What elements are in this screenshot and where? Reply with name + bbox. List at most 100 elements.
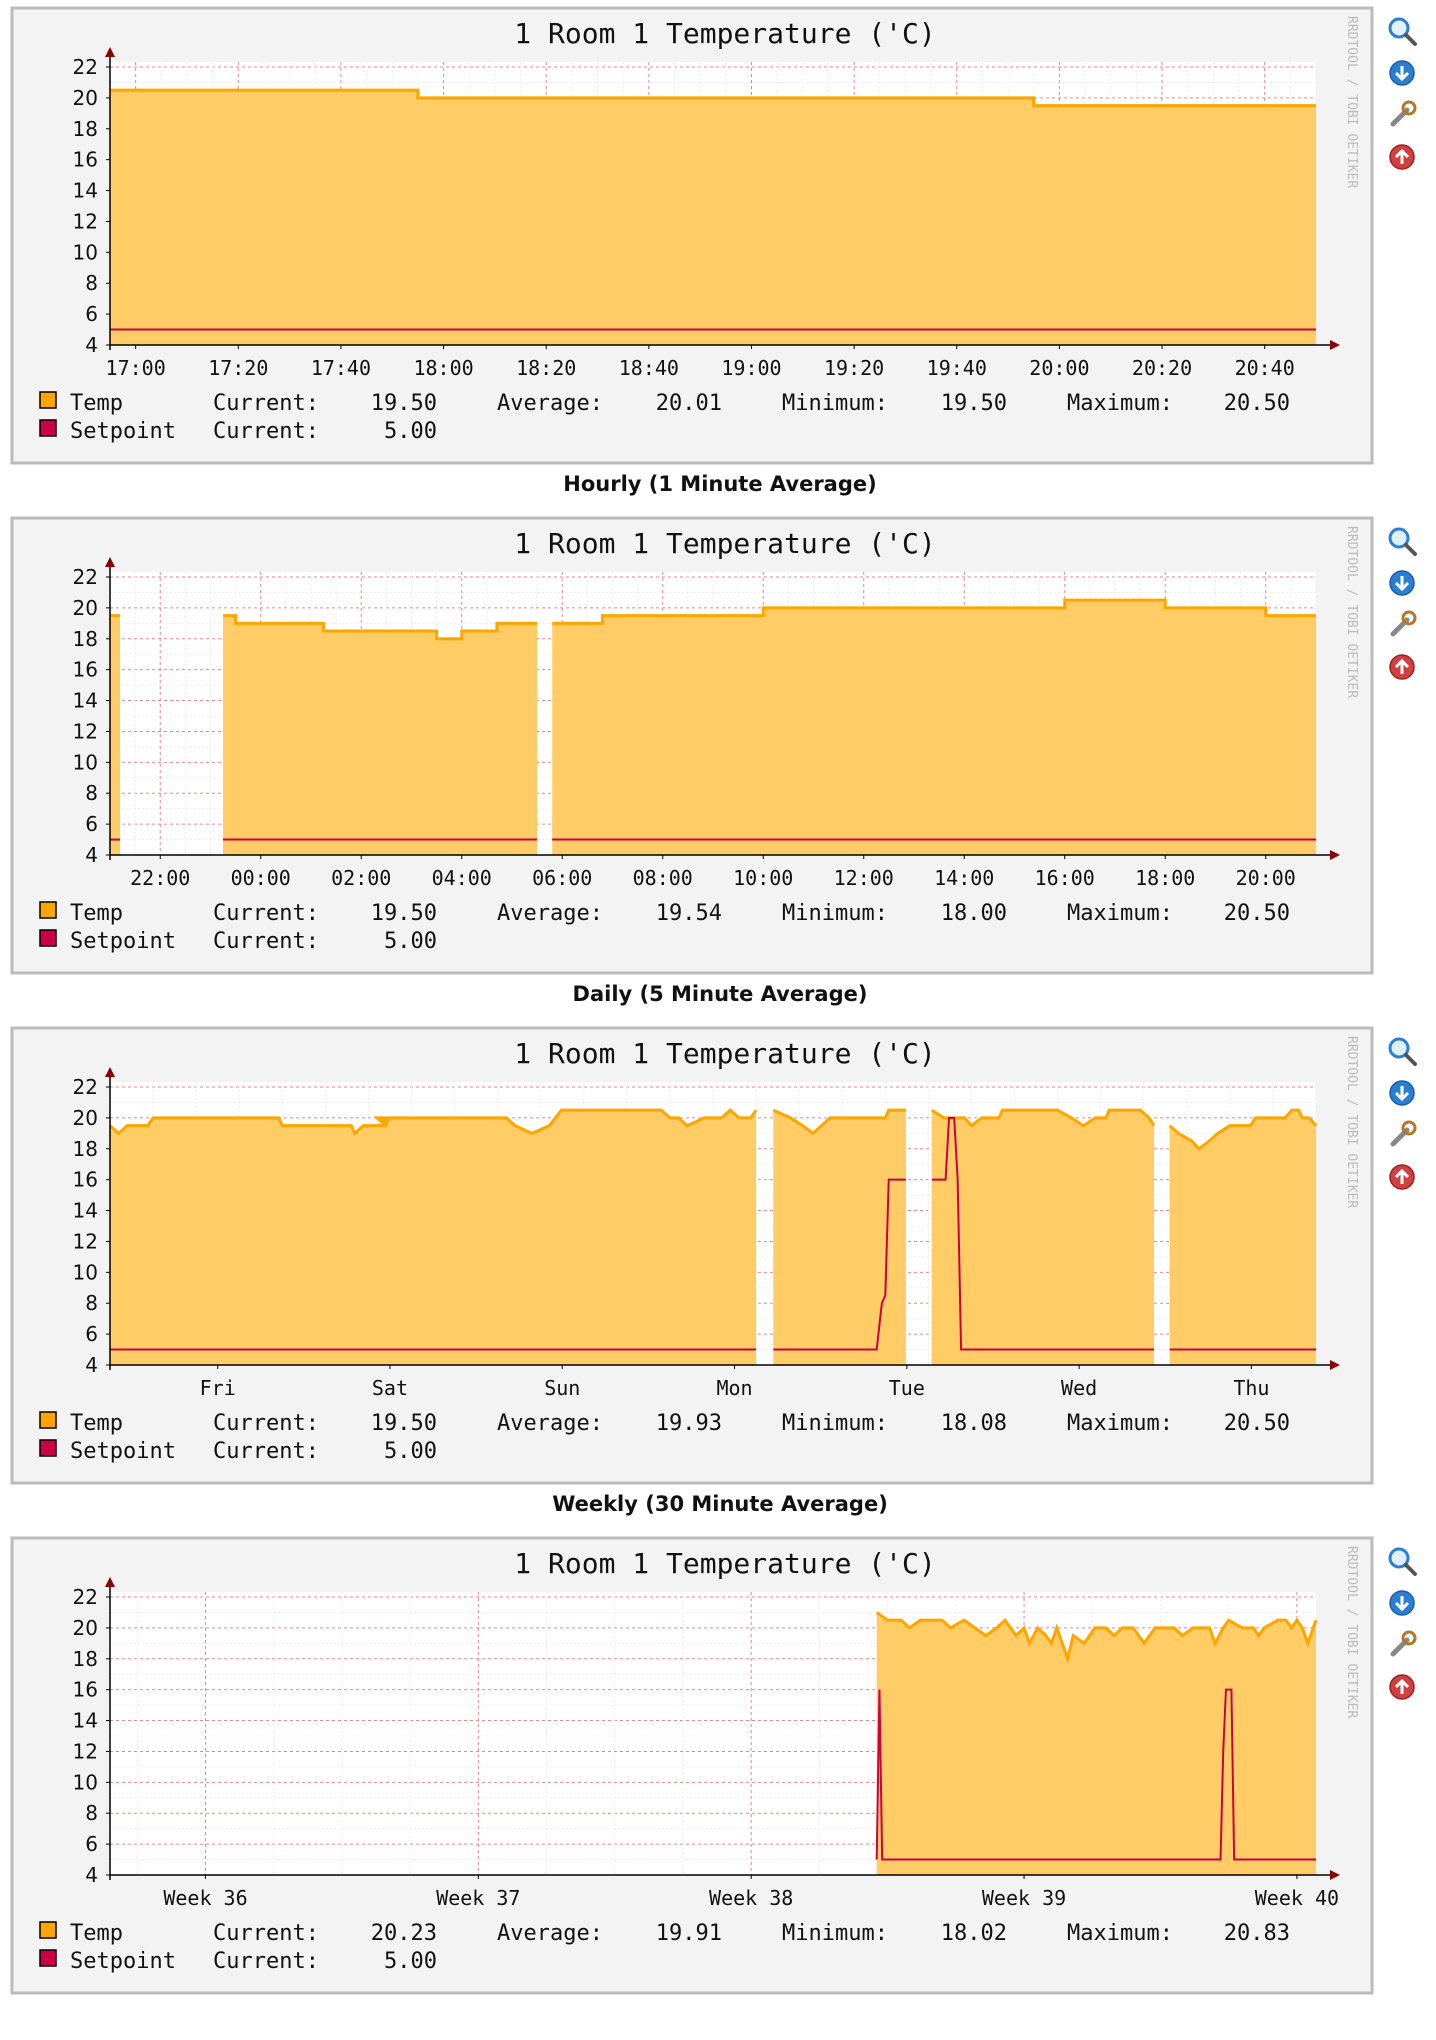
y-tick-label: 20: [73, 596, 98, 620]
series-area-temp: [1169, 1110, 1316, 1365]
zoom-icon[interactable]: [1385, 1544, 1419, 1578]
legend-minimum-label: Minimum:: [782, 1411, 888, 1436]
x-tick-label: 12:00: [834, 866, 894, 890]
x-tick-label: Wed: [1061, 1376, 1097, 1400]
chart-title: 1 Room 1 Temperature ('C): [514, 1037, 935, 1070]
y-axis-arrow: [105, 47, 115, 57]
legend-minimum-label: Minimum:: [782, 391, 888, 416]
x-axis-arrow: [1330, 340, 1340, 350]
x-tick-label: Fri: [200, 1376, 236, 1400]
legend-temp-maximum: 20.50: [1224, 1411, 1290, 1436]
legend-temp-average: 20.01: [656, 391, 722, 416]
series-line-setpoint: [773, 1178, 906, 1351]
zoom-icon[interactable]: [1385, 524, 1419, 558]
x-tick-label: 04:00: [432, 866, 492, 890]
zoom-icon[interactable]: [1385, 14, 1419, 48]
legend-temp-maximum: 20.83: [1224, 1921, 1290, 1946]
legend-swatch-temp: [39, 391, 57, 409]
y-tick-label: 12: [73, 719, 98, 743]
edit-icon[interactable]: [1385, 1628, 1419, 1662]
delete-icon[interactable]: [1385, 650, 1419, 684]
temperature-chart: 4 6 8 10 12 14 16 18 20 22 Week 36 Week 37 Week 38 We…: [10, 1536, 1374, 1995]
series-line-temp: [108, 1108, 758, 1136]
legend-setpoint-current: 5.00: [384, 1439, 437, 1464]
series-line-temp: [875, 1611, 1318, 1665]
x-tick-label: Tue: [889, 1376, 925, 1400]
x-tick-label: 18:00: [1135, 866, 1195, 890]
y-tick-label: 8: [85, 1801, 98, 1825]
x-tick-label: 06:00: [532, 866, 592, 890]
legend-swatch-setpoint: [39, 1949, 57, 1967]
x-tick-label: 20:00: [1029, 356, 1089, 380]
graph-caption: Hourly (1 Minute Average): [563, 472, 877, 496]
download-icon[interactable]: [1385, 1586, 1419, 1620]
series-line-setpoint: [875, 1688, 1316, 1861]
legend-setpoint-label: Setpoint: [70, 929, 176, 954]
y-tick-label: 22: [73, 1075, 98, 1099]
y-tick-label: 14: [73, 1199, 98, 1223]
legend-current-label: Current:: [213, 1921, 319, 1946]
series-area-temp: [552, 600, 1316, 855]
legend-setpoint-current: 5.00: [384, 929, 437, 954]
delete-icon[interactable]: [1385, 140, 1419, 174]
zoom-icon[interactable]: [1385, 1034, 1419, 1068]
legend-temp-label: Temp: [70, 391, 123, 416]
rrdtool-watermark: RRDTOOL / TOBI OETIKER: [1344, 16, 1359, 188]
y-tick-label: 12: [73, 1739, 98, 1763]
delete-icon[interactable]: [1385, 1670, 1419, 1704]
x-axis-arrow: [1330, 1870, 1340, 1880]
temperature-chart: 4 6 8 10 12 14 16 18 20 22 22:00 00:00 02:00 04:00 06:…: [10, 516, 1374, 975]
legend-swatch-setpoint: [39, 419, 57, 437]
legend-maximum-label: Maximum:: [1067, 1921, 1173, 1946]
series-line-temp: [110, 88, 1316, 108]
download-icon[interactable]: [1385, 566, 1419, 600]
edit-icon[interactable]: [1385, 1118, 1419, 1152]
y-tick-label: 14: [73, 1709, 98, 1733]
legend-temp-label: Temp: [70, 901, 123, 926]
edit-icon[interactable]: [1385, 98, 1419, 132]
y-tick-label: 18: [73, 627, 98, 651]
legend-current-label: Current:: [213, 901, 319, 926]
rrdtool-watermark: RRDTOOL / TOBI OETIKER: [1344, 1036, 1359, 1208]
x-tick-label: 22:00: [130, 866, 190, 890]
y-tick-label: 6: [85, 302, 98, 326]
download-icon[interactable]: [1385, 56, 1419, 90]
x-tick-label: 19:20: [824, 356, 884, 380]
legend-setpoint-label: Setpoint: [70, 1439, 176, 1464]
graph-panel: 4 6 8 10 12 14 16 18 20 22 Fri Sat Sun Mon Tue Wed Thu 1 …: [0, 1020, 1436, 1530]
x-tick-label: 10:00: [733, 866, 793, 890]
legend-swatch-setpoint: [39, 929, 57, 947]
series-line-setpoint: [931, 1116, 1155, 1351]
graph-panel: 4 6 8 10 12 14 16 18 20 22 22:00 00:00 02:00 04:00 06:…: [0, 510, 1436, 1020]
chart-title: 1 Room 1 Temperature ('C): [514, 527, 935, 560]
y-tick-label: 4: [85, 1863, 98, 1887]
y-tick-label: 18: [73, 1137, 98, 1161]
y-tick-label: 8: [85, 781, 98, 805]
legend-current-label: Current:: [213, 1439, 319, 1464]
y-tick-label: 10: [73, 240, 98, 264]
legend-current-label: Current:: [213, 1411, 319, 1436]
legend-current-label: Current:: [213, 929, 319, 954]
edit-icon[interactable]: [1385, 608, 1419, 642]
download-icon[interactable]: [1385, 1076, 1419, 1110]
graph-tools: [1385, 1034, 1419, 1202]
y-tick-label: 18: [73, 117, 98, 141]
graph-caption: Weekly (30 Minute Average): [552, 1492, 888, 1516]
legend-temp-current: 19.50: [371, 901, 437, 926]
graph-tools: [1385, 524, 1419, 692]
legend-current-label: Current:: [213, 1949, 319, 1974]
legend-setpoint-current: 5.00: [384, 419, 437, 444]
x-tick-label: Week 39: [982, 1886, 1066, 1910]
delete-icon[interactable]: [1385, 1160, 1419, 1194]
y-tick-label: 22: [73, 1585, 98, 1609]
graph-panel: 4 6 8 10 12 14 16 18 20 22 Week 36 Week 37 Week 38 We…: [0, 1530, 1436, 2040]
x-tick-label: 14:00: [934, 866, 994, 890]
series-line-temp: [552, 598, 1316, 625]
legend-current-label: Current:: [213, 419, 319, 444]
x-tick-label: Sat: [372, 1376, 408, 1400]
legend-temp-current: 19.50: [371, 391, 437, 416]
legend-average-label: Average:: [497, 901, 603, 926]
legend-minimum-label: Minimum:: [782, 901, 888, 926]
legend-average-label: Average:: [497, 1411, 603, 1436]
legend-temp-minimum: 18.02: [941, 1921, 1007, 1946]
